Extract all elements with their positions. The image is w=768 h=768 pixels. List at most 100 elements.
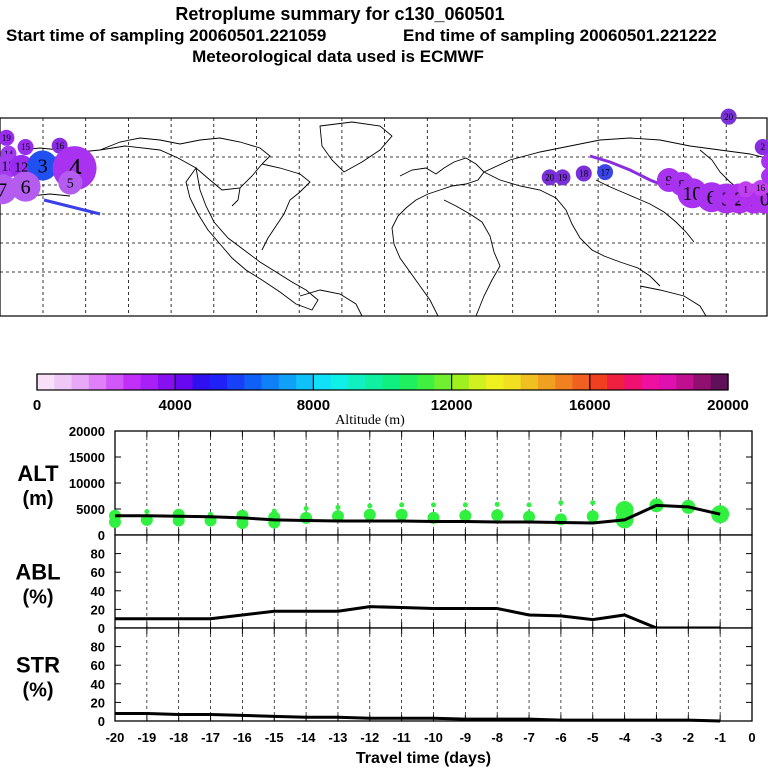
colorbar-swatch <box>399 374 418 390</box>
particle-marker <box>462 502 468 508</box>
particle-marker <box>331 510 344 523</box>
particle-marker <box>586 510 599 523</box>
xtick-label: -5 <box>587 730 599 745</box>
panel-ylabel-units: (%) <box>22 587 53 609</box>
particle-marker <box>300 511 313 524</box>
xtick-label: -13 <box>329 730 348 745</box>
colorbar-swatch <box>624 374 643 390</box>
xtick-label: -20 <box>106 730 125 745</box>
particle-marker <box>395 508 408 521</box>
plume-marker <box>10 171 41 202</box>
panel-ytick-label: 80 <box>91 547 105 562</box>
colorbar-swatch <box>192 374 211 390</box>
panel-frame <box>114 534 753 629</box>
plume-marker-label: 0 <box>760 189 768 211</box>
plume-marker-label: 9 <box>665 174 672 189</box>
plume-marker <box>761 168 768 184</box>
particle-marker <box>459 509 472 522</box>
particle-marker <box>303 505 309 511</box>
colorbar-swatch <box>520 374 539 390</box>
plume-marker <box>0 129 15 146</box>
colorbar-swatch <box>278 374 297 390</box>
colorbar-swatch <box>365 374 384 390</box>
start-time-label: Start time of sampling 20060501.221059 <box>6 26 326 45</box>
colorbar-swatch <box>537 374 556 390</box>
plume-marker-label: 19 <box>558 173 568 183</box>
plume-marker-label: 5 <box>67 177 74 192</box>
colorbar-swatch <box>641 374 660 390</box>
panel-ytick-label: 20000 <box>69 424 105 439</box>
colorbar-tick-label: 0 <box>33 397 41 414</box>
end-time-label: End time of sampling 20060501.221222 <box>403 26 717 45</box>
xtick-label: -2 <box>683 730 695 745</box>
colorbar-swatch <box>555 374 574 390</box>
colorbar-swatch <box>382 374 401 390</box>
colorbar-swatch <box>347 374 366 390</box>
colorbar-swatch <box>296 374 314 390</box>
colorbar-swatch <box>313 374 332 390</box>
colorbar-swatch <box>175 374 194 390</box>
particle-marker <box>367 503 373 509</box>
xtick-label: -6 <box>555 730 567 745</box>
xtick-label: -11 <box>393 730 411 745</box>
xtick-label: -3 <box>651 730 663 745</box>
plume-marker-label: 17 <box>601 167 611 177</box>
colorbar-swatch <box>330 374 349 390</box>
colorbar-title: Altitude (m) <box>335 413 405 428</box>
panel-ytick-label: 80 <box>91 640 105 655</box>
colorbar-swatch <box>468 374 487 390</box>
xtick-label: -19 <box>137 730 156 745</box>
particle-marker <box>526 502 532 508</box>
xtick-label: -8 <box>491 730 503 745</box>
particle-marker <box>236 517 249 530</box>
panel-ytick-label: 5000 <box>76 502 105 517</box>
xtick-label: -9 <box>460 730 472 745</box>
particle-marker <box>523 510 536 523</box>
plume-marker <box>554 169 571 186</box>
series-line <box>115 503 721 525</box>
particle-marker <box>494 501 500 507</box>
plume-marker <box>752 179 768 196</box>
colorbar-swatch <box>106 374 124 390</box>
colorbar-swatch <box>658 374 677 390</box>
plume-marker-label: 16 <box>756 183 766 193</box>
xtick-label: -17 <box>201 730 220 745</box>
colorbar-ticks: 0 4000 8000 12000 16000 20000 <box>33 374 749 414</box>
timeseries-panels: 05000100001500020000ALT(m)020406080ABL(%… <box>15 424 755 767</box>
plume-markers: 1915161413123456720201918179810632109816… <box>0 108 768 214</box>
xtick-label: -15 <box>265 730 284 745</box>
panel-ylabel: STR <box>16 653 60 678</box>
panel-ytick-label: 40 <box>91 584 105 599</box>
colorbar-swatch <box>434 374 453 390</box>
particle-marker <box>109 516 121 528</box>
xtick-label: -18 <box>169 730 188 745</box>
colorbar-swatch <box>503 374 522 390</box>
panel-ytick-label: 40 <box>91 677 105 692</box>
particle-marker <box>590 500 596 506</box>
colorbar-swatch <box>417 374 435 390</box>
colorbar-swatch <box>589 374 608 390</box>
colorbar-tick-label: 8000 <box>297 397 330 414</box>
map-graticule <box>0 118 767 316</box>
plume-marker <box>597 164 614 181</box>
panel-abl: 0 20 40 60 80 ABL(%) <box>15 534 753 636</box>
colorbar-swatch <box>676 374 695 390</box>
plume-marker <box>541 169 558 186</box>
figure-title: Retroplume summary for c130_060501 <box>175 4 504 24</box>
xtick-label: -10 <box>424 730 443 745</box>
particle-marker <box>431 502 436 508</box>
plume-marker-label: 20 <box>545 173 555 183</box>
xtick-label: -16 <box>233 730 252 745</box>
plume-marker-label: 18 <box>579 169 589 179</box>
xtick-label: -12 <box>360 730 379 745</box>
map-frame <box>0 117 768 317</box>
plume-marker-label: 15 <box>21 142 31 152</box>
particle-marker <box>144 509 150 515</box>
particle-marker <box>558 500 564 506</box>
colorbar-swatch <box>88 374 107 390</box>
plume-marker-label: 2 <box>760 142 765 152</box>
plume-marker <box>720 108 737 125</box>
xtick-label: -14 <box>297 730 317 745</box>
colorbar-tick-label: 12000 <box>431 397 473 414</box>
